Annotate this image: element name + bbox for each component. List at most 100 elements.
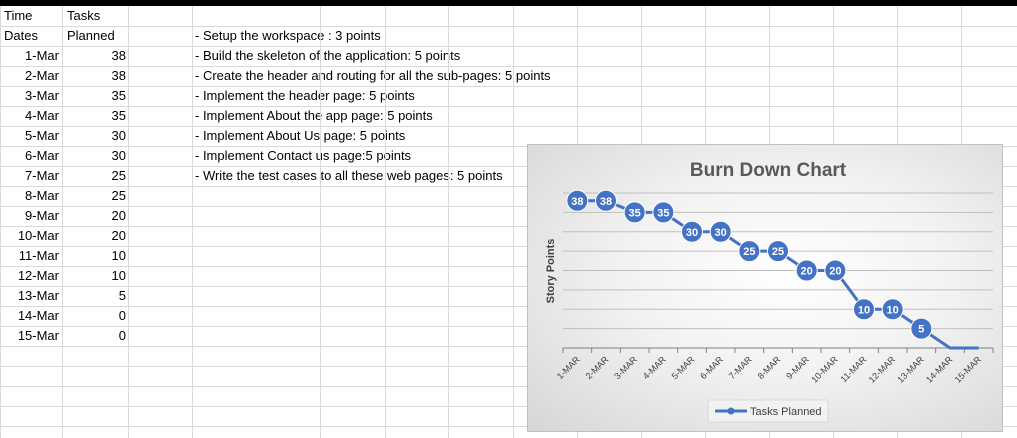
grid-row-line bbox=[0, 266, 1017, 267]
grid-row-line bbox=[0, 126, 1017, 127]
data-label: 10 bbox=[887, 304, 899, 316]
date-cell[interactable]: 4-Mar bbox=[25, 108, 59, 123]
date-cell[interactable]: 13-Mar bbox=[17, 288, 59, 303]
planned-cell[interactable]: 10 bbox=[111, 248, 126, 263]
task-note[interactable]: - Implement About Us page: 5 points bbox=[195, 126, 406, 146]
grid-column-line bbox=[320, 6, 321, 438]
planned-cell[interactable]: 20 bbox=[111, 208, 126, 223]
data-point-marker bbox=[681, 220, 703, 243]
task-note[interactable]: - Create the header and routing for all … bbox=[195, 66, 551, 86]
grid-row-line bbox=[0, 346, 1017, 347]
y-axis-label: Story Points bbox=[545, 239, 557, 304]
planned-cell[interactable]: 38 bbox=[111, 48, 126, 63]
planned-cell[interactable]: 5 bbox=[118, 288, 126, 303]
grid-row-line bbox=[0, 406, 1017, 407]
x-tick-label: 2-MAR bbox=[584, 354, 611, 381]
date-cell[interactable]: 12-Mar bbox=[17, 268, 59, 283]
data-point-marker bbox=[767, 240, 789, 263]
data-point-marker bbox=[652, 201, 675, 224]
grid-column-line bbox=[513, 6, 514, 438]
legend-box bbox=[707, 399, 829, 423]
grid-row-line bbox=[0, 206, 1017, 207]
grid-row-line bbox=[0, 286, 1017, 287]
planned-cell[interactable]: 10 bbox=[111, 268, 126, 283]
data-point-marker bbox=[738, 240, 761, 263]
task-note[interactable]: - Implement the header page: 5 points bbox=[195, 86, 415, 106]
date-cell[interactable]: 7-Mar bbox=[25, 168, 59, 183]
x-tick-label: 14-MAR bbox=[924, 354, 955, 385]
data-label: 38 bbox=[600, 196, 612, 208]
date-cell[interactable]: 9-Mar bbox=[25, 208, 59, 223]
planned-cell[interactable]: 25 bbox=[111, 168, 126, 183]
data-label: 38 bbox=[571, 196, 583, 208]
date-cell[interactable]: 14-Mar bbox=[17, 308, 59, 323]
grid-row-line bbox=[0, 46, 1017, 47]
task-note[interactable]: - Build the skeleton of the application:… bbox=[195, 46, 461, 66]
grid-row-line bbox=[0, 246, 1017, 247]
planned-cell[interactable]: 0 bbox=[118, 328, 126, 343]
date-cell[interactable]: 15-Mar bbox=[17, 328, 59, 343]
header-time[interactable]: Time bbox=[4, 8, 33, 23]
header-planned[interactable]: Planned bbox=[67, 28, 115, 43]
task-note[interactable]: - Implement Contact us page:5 points bbox=[195, 146, 412, 166]
data-point-marker bbox=[881, 298, 904, 321]
task-note[interactable]: - Write the test cases to all these web … bbox=[195, 166, 503, 186]
x-tick-label: 13-MAR bbox=[895, 354, 926, 385]
data-label: 35 bbox=[629, 207, 641, 219]
x-tick-label: 10-MAR bbox=[809, 354, 840, 385]
grid-row-line bbox=[0, 366, 1017, 367]
header-dates[interactable]: Dates bbox=[4, 28, 38, 43]
grid-row-line bbox=[0, 386, 1017, 387]
date-cell[interactable]: 6-Mar bbox=[25, 148, 59, 163]
grid-row-line bbox=[0, 226, 1017, 227]
planned-cell[interactable]: 30 bbox=[111, 128, 126, 143]
grid-column-line bbox=[128, 6, 129, 438]
x-tick-label: 7-MAR bbox=[727, 354, 754, 381]
date-cell[interactable]: 2-Mar bbox=[25, 68, 59, 83]
burn-down-chart[interactable]: Burn Down Chart Story Points 38 38 35 35 30 3… bbox=[527, 144, 1003, 432]
date-cell[interactable]: 8-Mar bbox=[25, 188, 59, 203]
date-cell[interactable]: 1-Mar bbox=[25, 48, 59, 63]
grid-row-line bbox=[0, 26, 1017, 27]
grid-row-line bbox=[0, 106, 1017, 107]
data-point-marker bbox=[853, 298, 875, 321]
window-top-bar bbox=[0, 0, 1017, 6]
x-tick-label: 3-MAR bbox=[612, 354, 639, 381]
date-cell[interactable]: 10-Mar bbox=[17, 228, 59, 243]
planned-cell[interactable]: 35 bbox=[111, 88, 126, 103]
data-point-marker bbox=[824, 259, 847, 282]
header-tasks[interactable]: Tasks bbox=[67, 8, 101, 23]
planned-cell[interactable]: 25 bbox=[111, 188, 126, 203]
planned-cell[interactable]: 35 bbox=[111, 108, 126, 123]
data-label: 35 bbox=[657, 207, 669, 219]
date-cell[interactable]: 5-Mar bbox=[25, 128, 59, 143]
date-cell[interactable]: 3-Mar bbox=[25, 88, 59, 103]
x-tick-label: 8-MAR bbox=[756, 354, 783, 381]
grid-column-line bbox=[385, 6, 386, 438]
legend-label: Tasks Planned bbox=[750, 406, 822, 418]
grid-row-line bbox=[0, 66, 1017, 67]
x-tick-label: 4-MAR bbox=[641, 354, 668, 381]
data-label: 5 bbox=[918, 324, 924, 336]
data-point-marker bbox=[709, 220, 732, 243]
planned-cell[interactable]: 20 bbox=[111, 228, 126, 243]
planned-cell[interactable]: 30 bbox=[111, 148, 126, 163]
grid-row-line bbox=[0, 426, 1017, 427]
grid-row-line bbox=[0, 146, 1017, 147]
task-note[interactable]: - Setup the workspace : 3 points bbox=[195, 26, 381, 46]
x-tick-label: 12-MAR bbox=[867, 354, 898, 385]
grid-column-line bbox=[192, 6, 193, 438]
task-note[interactable]: - Implement About the app page: 5 points bbox=[195, 106, 433, 126]
data-label: 30 bbox=[715, 227, 727, 239]
data-point-marker bbox=[910, 317, 933, 340]
x-tick-label: 11-MAR bbox=[838, 354, 868, 384]
x-tick-label: 9-MAR bbox=[784, 354, 811, 381]
planned-cell[interactable]: 38 bbox=[111, 68, 126, 83]
planned-cell[interactable]: 0 bbox=[118, 308, 126, 323]
date-cell[interactable]: 11-Mar bbox=[18, 248, 59, 263]
grid-column-line bbox=[0, 6, 1, 438]
legend-marker bbox=[727, 407, 735, 415]
grid-row-line bbox=[0, 86, 1017, 87]
data-label: 25 bbox=[772, 246, 784, 258]
data-point-marker bbox=[623, 201, 646, 224]
